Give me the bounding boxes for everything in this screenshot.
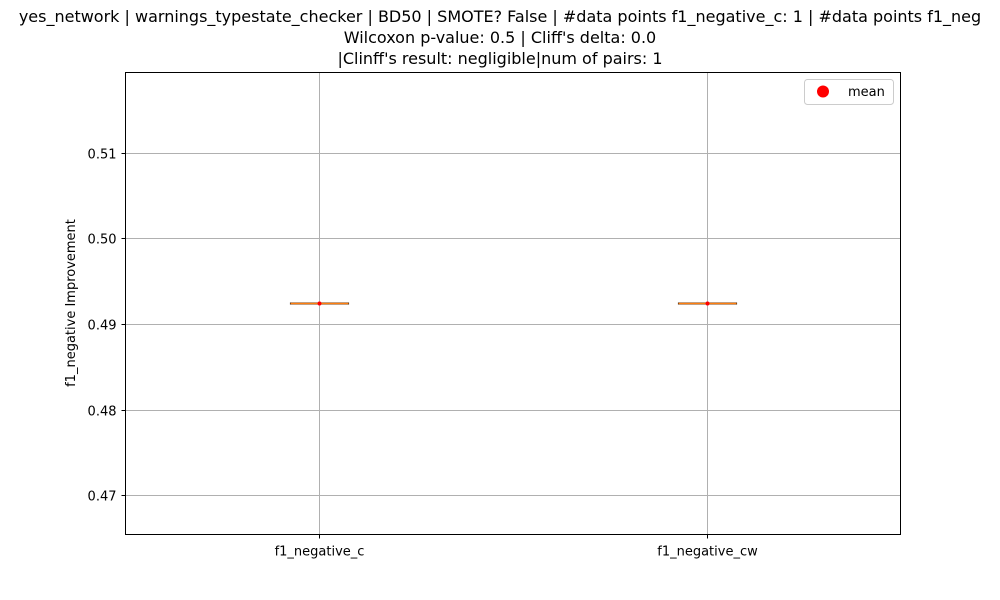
y-tick-label: 0.51 xyxy=(88,148,117,163)
chart-title-line-3: |Clinff's result: negligible|num of pair… xyxy=(337,49,662,68)
box-marks xyxy=(289,301,738,306)
grid-lines xyxy=(125,72,901,535)
mean-marker xyxy=(317,301,322,306)
axis-ticks: 0.47 0.48 0.49 0.50 0.51 f1_negative_c f1_nega… xyxy=(88,148,759,560)
x-tick-label: f1_negative_cw xyxy=(657,545,758,560)
chart-title-line-1: yes_network | warnings_typestate_checker… xyxy=(19,7,981,27)
x-tick-label: f1_negative_c xyxy=(275,545,365,560)
y-tick-label: 0.50 xyxy=(88,233,117,248)
chart-title-line-2: Wilcoxon p-value: 0.5 | Cliff's delta: 0… xyxy=(344,28,656,47)
legend: mean xyxy=(804,79,894,105)
y-tick-label: 0.49 xyxy=(88,319,117,334)
legend-box xyxy=(804,79,894,105)
y-axis-label: f1_negative Improvement xyxy=(64,219,79,387)
mean-marker xyxy=(705,301,710,306)
legend-mean-label: mean xyxy=(848,85,885,100)
y-tick-label: 0.47 xyxy=(88,490,117,505)
plot-area-frame xyxy=(125,72,901,535)
legend-mean-marker xyxy=(817,85,829,98)
y-tick-label: 0.48 xyxy=(88,405,117,420)
